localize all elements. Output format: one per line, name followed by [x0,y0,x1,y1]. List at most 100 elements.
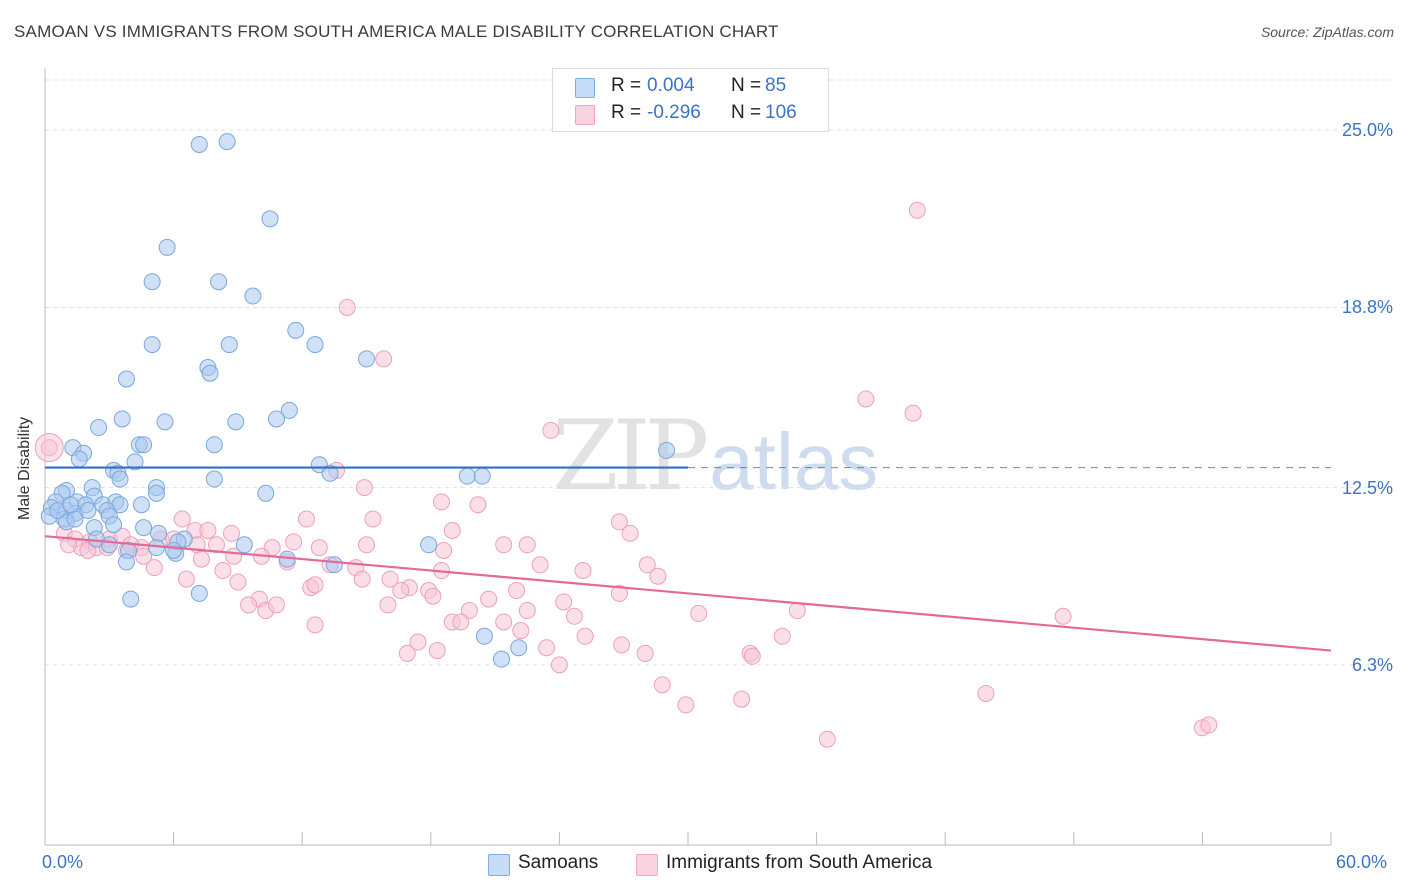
samoan-point [420,536,438,554]
samoan-point [135,519,153,537]
immigrant-point [310,539,328,557]
legend-n-value: 106 [765,102,797,123]
immigrant-point [550,656,568,674]
immigrant-point [610,584,628,602]
samoan-point [257,484,275,502]
samoan-point [205,470,223,488]
legend-r-value: -0.296 [647,102,701,123]
immigrant-point [613,636,631,654]
immigrant-point [240,596,258,614]
immigrant-point [229,573,247,591]
immigrant-point [60,536,78,554]
immigrant-point [398,644,416,662]
immigrant-point [555,593,573,611]
immigrant-point [338,298,356,316]
immigrant-point [469,496,487,514]
immigrant-point [355,479,373,497]
immigrant-point [636,644,654,662]
samoan-point [100,536,118,554]
immigrant-point [443,521,461,539]
samoan-point [205,436,223,454]
samoan-point [220,336,238,354]
samoan-point [218,133,236,151]
chart-title: SAMOAN VS IMMIGRANTS FROM SOUTH AMERICA … [14,22,779,41]
samoan-point [70,450,88,468]
immigrant-point [381,570,399,588]
legend-r-label: R = [611,102,642,123]
immigrant-point [733,690,751,708]
immigrant-point [173,510,191,528]
immigrant-point [297,510,315,528]
immigrant-point [480,590,498,608]
immigrant-point [904,404,922,422]
immigrant-point [743,647,761,665]
samoan-point [79,501,97,519]
immigrant-point [495,536,513,554]
legend-swatch-pink [575,105,595,125]
samoan-point [325,556,343,574]
immigrant-point [79,541,97,559]
legend-r-value: 0.004 [647,75,695,96]
immigrant-point [392,582,410,600]
immigrant-point [653,676,671,694]
samoan-point [90,419,108,437]
immigrant-point [222,524,240,542]
immigrant-point [677,696,695,714]
samoan-point [358,350,375,368]
samoan-point [475,627,493,645]
immigrant-point [424,587,442,605]
correlation-legend: R = 0.004 N = 85 R = -0.296 N = 106 [552,68,829,132]
samoan-point [201,364,219,382]
immigrant-point [542,421,560,439]
samoan-point [156,413,174,431]
immigrant-point [649,567,667,585]
immigrant-point [610,513,628,531]
immigrant-point [538,639,556,657]
immigrant-trendline [44,535,1332,652]
immigrant-point [818,730,836,748]
immigrant-point [192,550,210,568]
samoan-point [117,553,135,571]
samoan-point [227,413,245,431]
legend-r-label: R = [611,75,642,96]
immigrant-point [574,562,592,580]
immigrant-point [433,493,451,511]
samoan-point [122,590,140,608]
immigrant-point [518,602,536,620]
x-tick-label-max: 60.0% [1336,852,1388,872]
immigrant-point [428,642,446,660]
immigrant-point [788,602,806,620]
y-axis-label: Male Disability [16,416,33,520]
samoan-point [190,584,208,602]
immigrant-point [576,627,594,645]
samoan-point [244,287,262,305]
y-tick-label: 12.5% [1341,477,1393,498]
immigrant-point [857,390,875,408]
samoan-point [261,210,279,228]
x-tick-label-min: 0.0% [42,852,84,872]
immigrant-point [495,613,513,631]
samoan-point [235,536,253,554]
samoan-point [493,650,511,668]
samoan-point [143,273,161,291]
immigrant-point [621,524,639,542]
bottom-legend-swatch-pink [636,854,658,876]
samoan-point [658,441,676,459]
immigrant-point [375,350,393,368]
samoan-point [510,639,528,657]
legend-n-label: N = [731,75,762,96]
samoan-point [458,467,476,485]
immigrant-point [518,536,536,554]
bottom-legend-swatch-blue [488,854,510,876]
immigrant-point [977,684,995,702]
immigrant-point [508,582,526,600]
immigrant-point [145,559,163,577]
samoan-point [473,467,491,485]
samoan-point [111,470,129,488]
bottom-legend-label: Samoans [518,852,599,873]
immigrant-point [435,541,453,559]
immigrant-point [306,616,324,634]
samoan-point [150,524,168,542]
samoan-point [132,496,150,514]
